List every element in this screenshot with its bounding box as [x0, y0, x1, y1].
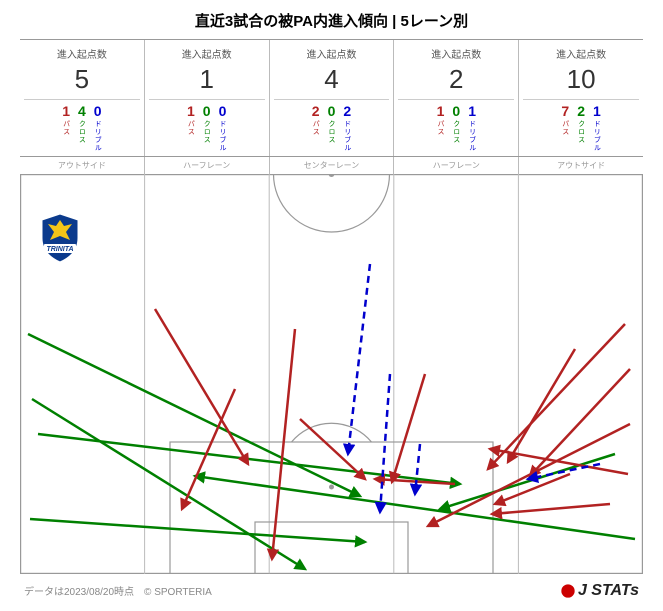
lane-name-1: ハーフレーン: [145, 157, 270, 174]
svg-text:TRINITA: TRINITA: [46, 246, 73, 253]
stat-breakdown: 1 パス 0 クロス 0 ドリブル: [149, 99, 265, 152]
breakdown-value: 2: [343, 104, 351, 118]
breakdown-dribble: 1 ドリブル: [593, 104, 601, 152]
breakdown-label: ドリブル: [469, 120, 476, 152]
stat-breakdown: 7 パス 2 クロス 1 ドリブル: [523, 99, 639, 152]
stat-total: 10: [519, 63, 643, 97]
breakdown-dribble: 0 ドリブル: [94, 104, 102, 152]
stat-cell-2: 進入起点数 4 2 パス 0 クロス 2 ドリブル: [270, 40, 395, 156]
breakdown-pass: 2 パス: [312, 104, 320, 152]
stat-cell-4: 進入起点数 10 7 パス 2 クロス 1 ドリブル: [519, 40, 643, 156]
breakdown-value: 0: [94, 104, 102, 118]
stat-label: 進入起点数: [394, 46, 518, 61]
breakdown-value: 0: [328, 104, 336, 118]
lane-name-4: アウトサイド: [519, 157, 643, 174]
stat-breakdown: 1 パス 0 クロス 1 ドリブル: [398, 99, 514, 152]
breakdown-value: 2: [312, 104, 320, 118]
breakdown-value: 0: [452, 104, 460, 118]
breakdown-cross: 4 クロス: [78, 104, 86, 152]
breakdown-label: パス: [187, 120, 194, 136]
breakdown-label: ドリブル: [94, 120, 101, 152]
pitch-svg: [20, 174, 643, 574]
stat-label: 進入起点数: [145, 46, 269, 61]
footer: データは2023/08/20時点 © SPORTERIA J STATs: [0, 574, 663, 600]
chart-title: 直近3試合の被PA内進入傾向 | 5レーン別: [0, 0, 663, 39]
breakdown-cross: 0 クロス: [452, 104, 460, 152]
lane-name-0: アウトサイド: [20, 157, 145, 174]
breakdown-pass: 1 パス: [62, 104, 70, 152]
breakdown-label: ドリブル: [593, 120, 600, 152]
stat-label: 進入起点数: [519, 46, 643, 61]
stat-label: 進入起点数: [20, 46, 144, 61]
lane-name-3: ハーフレーン: [394, 157, 519, 174]
pitch-area: TRINITA: [20, 174, 643, 574]
breakdown-label: パス: [312, 120, 319, 136]
breakdown-label: ドリブル: [219, 120, 226, 152]
stat-breakdown: 1 パス 4 クロス 0 ドリブル: [24, 99, 140, 152]
stats-row: 進入起点数51パス4クロス0ドリブル進入起点数11パス0クロス0ドリブル進入起点…: [20, 39, 643, 157]
breakdown-value: 0: [203, 104, 211, 118]
stat-total: 1: [145, 63, 269, 97]
breakdown-label: クロス: [78, 120, 85, 144]
breakdown-value: 4: [78, 104, 86, 118]
breakdown-value: 7: [561, 104, 569, 118]
stat-breakdown: 2 パス 0 クロス 2 ドリブル: [274, 99, 390, 152]
breakdown-value: 1: [593, 104, 601, 118]
breakdown-cross: 0 クロス: [203, 104, 211, 152]
stat-cell-0: 進入起点数 5 1 パス 4 クロス 0 ドリブル: [20, 40, 145, 156]
breakdown-cross: 2 クロス: [577, 104, 585, 152]
stat-cell-1: 進入起点数 1 1 パス 0 クロス 0 ドリブル: [145, 40, 270, 156]
data-note: データは2023/08/20時点 © SPORTERIA: [24, 583, 212, 598]
breakdown-label: クロス: [453, 120, 460, 144]
breakdown-pass: 1 パス: [187, 104, 195, 152]
stat-cell-3: 進入起点数 2 1 パス 0 クロス 1 ドリブル: [394, 40, 519, 156]
breakdown-label: パス: [63, 120, 70, 136]
breakdown-value: 0: [219, 104, 227, 118]
breakdown-label: クロス: [203, 120, 210, 144]
team-logo: TRINITA: [38, 212, 82, 269]
brand-dot-icon: [560, 583, 576, 599]
breakdown-label: クロス: [328, 120, 335, 144]
breakdown-cross: 0 クロス: [328, 104, 336, 152]
brand-logo: J STATs: [560, 582, 639, 600]
breakdown-value: 2: [577, 104, 585, 118]
breakdown-pass: 7 パス: [561, 104, 569, 152]
breakdown-value: 1: [187, 104, 195, 118]
lane-name-2: センターレーン: [270, 157, 395, 174]
breakdown-label: クロス: [578, 120, 585, 144]
stat-label: 進入起点数: [270, 46, 394, 61]
breakdown-label: ドリブル: [344, 120, 351, 152]
lane-name-row: アウトサイドハーフレーンセンターレーンハーフレーンアウトサイド: [20, 157, 643, 174]
stat-total: 4: [270, 63, 394, 97]
chart-container: 直近3試合の被PA内進入傾向 | 5レーン別 進入起点数51パス4クロス0ドリブ…: [0, 0, 663, 611]
breakdown-dribble: 2 ドリブル: [343, 104, 351, 152]
brand-text: J STATs: [578, 582, 639, 600]
breakdown-label: パス: [562, 120, 569, 136]
breakdown-dribble: 1 ドリブル: [468, 104, 476, 152]
stat-total: 5: [20, 63, 144, 97]
breakdown-pass: 1 パス: [437, 104, 445, 152]
breakdown-label: パス: [437, 120, 444, 136]
breakdown-dribble: 0 ドリブル: [219, 104, 227, 152]
stat-total: 2: [394, 63, 518, 97]
breakdown-value: 1: [437, 104, 445, 118]
breakdown-value: 1: [468, 104, 476, 118]
breakdown-value: 1: [62, 104, 70, 118]
